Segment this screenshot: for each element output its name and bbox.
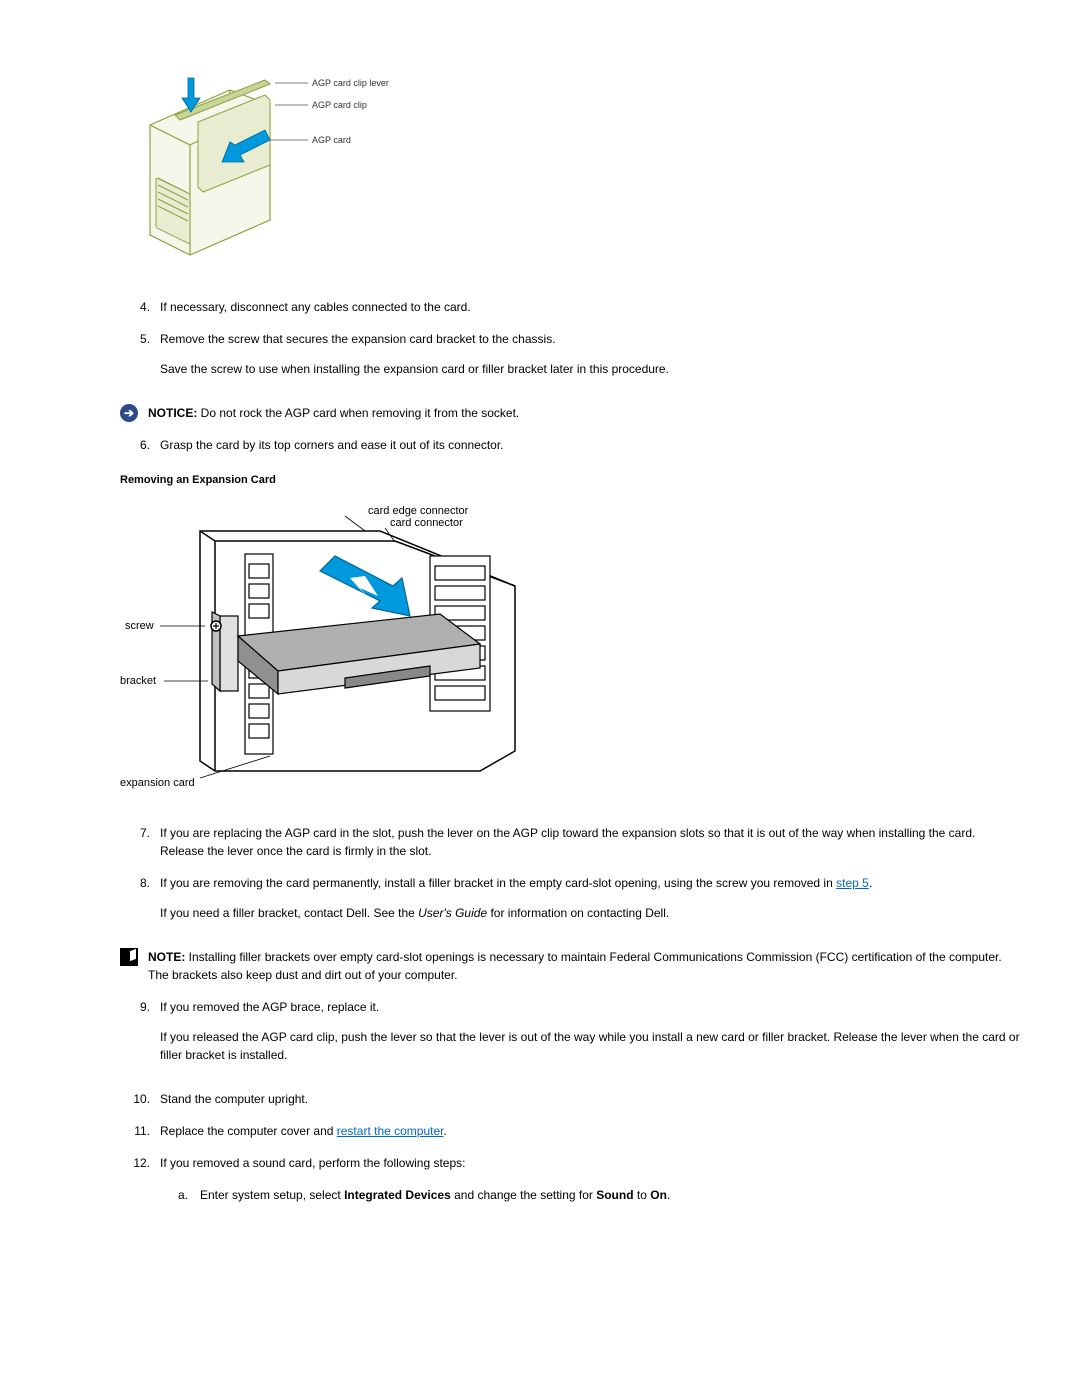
step-extra: Save the screw to use when installing th…	[160, 360, 1020, 378]
step-4: 4. If necessary, disconnect any cables c…	[120, 298, 1020, 316]
step-12: 12. If you removed a sound card, perform…	[120, 1154, 1020, 1204]
extra-post: for information on contacting Dell.	[487, 906, 669, 920]
step-7: 7. If you are replacing the AGP card in …	[120, 824, 1020, 860]
step-main: If you removed a sound card, perform the…	[160, 1156, 466, 1170]
figure-expansion-card: card edge connector card connector screw…	[120, 496, 1020, 799]
substep-num: a.	[178, 1186, 200, 1204]
note-icon	[120, 948, 138, 966]
step-11: 11. Replace the computer cover and resta…	[120, 1122, 1020, 1140]
step-5: 5. Remove the screw that secures the exp…	[120, 330, 1020, 390]
substep-a: a. Enter system setup, select Integrated…	[178, 1186, 1020, 1204]
sub-mid: and change the setting for	[451, 1188, 596, 1202]
steps-list-1: 4. If necessary, disconnect any cables c…	[120, 298, 1020, 390]
step-text: Remove the screw that secures the expans…	[160, 330, 1020, 390]
step-post: .	[869, 876, 872, 890]
steps-list-2: 6. Grasp the card by its top corners and…	[120, 436, 1020, 454]
step-text: Grasp the card by its top corners and ea…	[160, 436, 1020, 454]
step-post: .	[443, 1124, 446, 1138]
step-text: If you removed the AGP brace, replace it…	[160, 998, 1020, 1076]
step-number: 4.	[120, 298, 160, 316]
fig2-label-edge: card edge connector	[368, 505, 469, 517]
sub-mid2: to	[634, 1188, 651, 1202]
step-main: If you removed the AGP brace, replace it…	[160, 1000, 379, 1014]
fig2-label-expcard: expansion card	[120, 777, 195, 789]
sub-pre: Enter system setup, select	[200, 1188, 344, 1202]
sub-b3: On	[650, 1188, 667, 1202]
note-body: Installing filler brackets over empty ca…	[148, 950, 1002, 982]
step-6: 6. Grasp the card by its top corners and…	[120, 436, 1020, 454]
notice-body: Do not rock the AGP card when removing i…	[197, 406, 519, 420]
fig1-label-clip: AGP card clip	[312, 100, 367, 110]
steps-list-4: 9. If you removed the AGP brace, replace…	[120, 998, 1020, 1204]
step-text: If necessary, disconnect any cables conn…	[160, 298, 1020, 316]
fig2-label-screw: screw	[125, 620, 154, 632]
note-label: NOTE:	[148, 950, 185, 964]
notice-label: NOTICE:	[148, 406, 197, 420]
step-text-main: Remove the screw that secures the expans…	[160, 332, 556, 346]
note-row: NOTE: Installing filler brackets over em…	[120, 948, 1020, 984]
link-step5[interactable]: step 5	[836, 876, 869, 890]
fig1-label-card: AGP card	[312, 135, 351, 145]
sub-b2: Sound	[596, 1188, 633, 1202]
figure2-title: Removing an Expansion Card	[120, 474, 1020, 486]
step-number: 8.	[120, 874, 160, 934]
note-text: NOTE: Installing filler brackets over em…	[148, 948, 1020, 984]
step-pre: Replace the computer cover and	[160, 1124, 337, 1138]
notice-text: NOTICE: Do not rock the AGP card when re…	[148, 404, 519, 422]
sub-b1: Integrated Devices	[344, 1188, 451, 1202]
step-number: 9.	[120, 998, 160, 1076]
step-number: 11.	[120, 1122, 160, 1140]
step-text: Replace the computer cover and restart t…	[160, 1122, 1020, 1140]
figure-agp-card: AGP card clip lever AGP card clip AGP ca…	[120, 50, 1020, 273]
notice-row: ➔ NOTICE: Do not rock the AGP card when …	[120, 404, 1020, 422]
step-pre: If you are removing the card permanently…	[160, 876, 836, 890]
link-restart[interactable]: restart the computer	[337, 1124, 444, 1138]
step-number: 10.	[120, 1090, 160, 1108]
step-number: 7.	[120, 824, 160, 860]
step-text: Stand the computer upright.	[160, 1090, 1020, 1108]
notice-icon: ➔	[120, 404, 138, 422]
substep-text: Enter system setup, select Integrated De…	[200, 1186, 670, 1204]
fig1-label-lever: AGP card clip lever	[312, 78, 389, 88]
extra-pre: If you need a filler bracket, contact De…	[160, 906, 418, 920]
step-8: 8. If you are removing the card permanen…	[120, 874, 1020, 934]
steps-list-3: 7. If you are replacing the AGP card in …	[120, 824, 1020, 934]
step-text: If you are replacing the AGP card in the…	[160, 824, 1020, 860]
step-9: 9. If you removed the AGP brace, replace…	[120, 998, 1020, 1076]
sub-post: .	[667, 1188, 670, 1202]
fig2-label-conn: card connector	[390, 517, 463, 529]
step-10: 10. Stand the computer upright.	[120, 1090, 1020, 1108]
step-extra: If you need a filler bracket, contact De…	[160, 904, 1020, 922]
step-number: 12.	[120, 1154, 160, 1204]
step-text: If you removed a sound card, perform the…	[160, 1154, 1020, 1204]
extra-italic: User's Guide	[418, 906, 487, 920]
step-text: If you are removing the card permanently…	[160, 874, 1020, 934]
step-extra: If you released the AGP card clip, push …	[160, 1028, 1020, 1064]
step-number: 6.	[120, 436, 160, 454]
step-number: 5.	[120, 330, 160, 390]
fig2-label-bracket: bracket	[120, 675, 156, 687]
document-content: AGP card clip lever AGP card clip AGP ca…	[120, 50, 1020, 1204]
